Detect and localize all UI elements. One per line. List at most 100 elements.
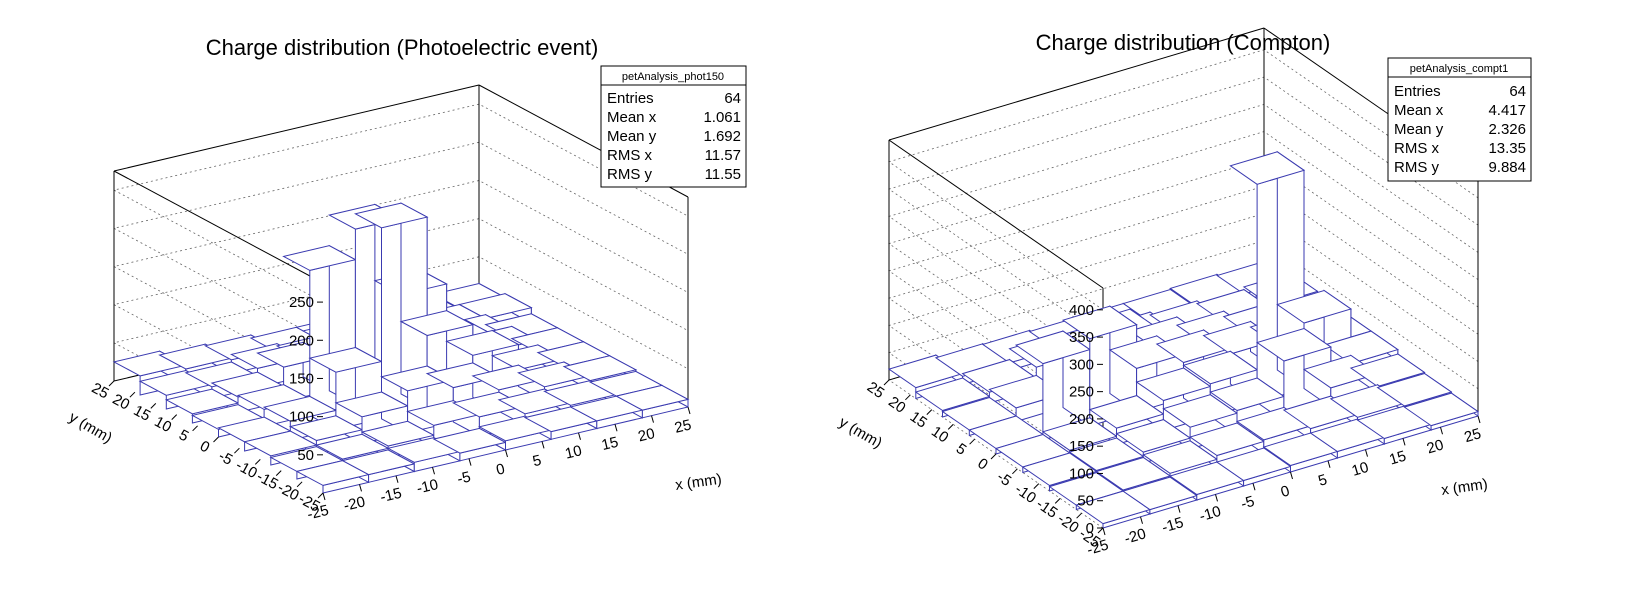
stats-row-value: 64 (1509, 83, 1526, 100)
bar-face (1215, 447, 1292, 482)
x-tick-label: 10 (1350, 459, 1371, 480)
z-tick-label: 250 (289, 294, 314, 311)
y-tick-mark (1033, 483, 1040, 489)
z-gridline (112, 180, 689, 379)
z-tick-label: 350 (1069, 329, 1094, 346)
x-tick-mark (1365, 449, 1368, 457)
stats-row-label: RMS x (607, 147, 653, 164)
stats-row-label: RMS y (607, 166, 653, 183)
x-tick-mark (1402, 438, 1406, 446)
bar (432, 427, 507, 462)
z-gridline (112, 141, 689, 341)
bar (1309, 418, 1386, 459)
bar-face (262, 395, 338, 422)
stats-row-value: 2.326 (1488, 121, 1526, 138)
bar-face (341, 449, 416, 476)
stats-row-label: Mean x (607, 109, 657, 126)
z-gridline (888, 76, 1479, 338)
bar-face (914, 377, 991, 412)
y-tick-mark (1097, 527, 1104, 534)
stats-row-label: Mean y (607, 128, 657, 145)
z-tick-label: 300 (1069, 356, 1094, 373)
x-tick-mark (1440, 427, 1443, 435)
z-tick-label: 50 (1077, 493, 1094, 510)
y-tick-label: 5 (953, 440, 970, 459)
y-tick-label: -15 (1033, 496, 1061, 522)
x-tick-mark (432, 467, 435, 475)
z-tick-label: 400 (1069, 302, 1094, 319)
x-tick-mark (1477, 415, 1481, 424)
x-tick-label: 5 (1316, 471, 1329, 490)
stats-box: petAnalysis_phot150 Entries 64 Mean x 1.061… (600, 65, 747, 188)
bar (1215, 447, 1292, 487)
stats-row-value: 1.692 (703, 128, 741, 145)
stats-row-value: 1.061 (703, 109, 741, 126)
bar-face (1356, 405, 1433, 440)
y-tick-label: 20 (110, 391, 133, 414)
y-tick-label: 20 (885, 393, 908, 416)
stats-row-value: 4.417 (1488, 102, 1526, 119)
z-tick-label: 50 (297, 447, 314, 464)
x-tick-label: -15 (378, 485, 403, 507)
bar-face (1376, 372, 1453, 407)
bar-face (243, 430, 318, 457)
bars (112, 202, 690, 494)
bar-face (282, 245, 357, 271)
bar-face (1041, 417, 1118, 451)
y-tick-mark (883, 379, 890, 386)
y-tick-label: -20 (1054, 510, 1082, 536)
y-tick-label: 15 (131, 402, 154, 425)
y-tick-mark (171, 414, 178, 420)
stats-row-value: 11.57 (705, 147, 741, 164)
compton-lego-plot: Charge distribution (Compton) 0501001502… (836, 27, 1532, 559)
x-tick-mark (1252, 483, 1256, 491)
y-tick-label: 5 (176, 426, 191, 445)
chart-title: Charge distribution (Photoelectric event… (206, 35, 599, 60)
y-tick-mark (1012, 468, 1018, 475)
stats-row-label: Entries (607, 90, 654, 107)
bar-face (334, 391, 409, 418)
y-tick-mark (129, 391, 136, 398)
y-tick-mark (192, 425, 198, 432)
x-tick-label: 15 (600, 434, 620, 454)
z-gridline (112, 103, 689, 303)
bar (341, 449, 416, 483)
bar-face (1302, 354, 1379, 389)
y-tick-mark (905, 394, 911, 401)
bar-face (1135, 367, 1212, 402)
y-tick-mark (1076, 512, 1082, 519)
y-tick-label: 0 (197, 438, 212, 457)
y-tick-label: 0 (974, 455, 991, 474)
z-tick-label: 200 (289, 332, 314, 349)
x-tick-label: -10 (1197, 503, 1223, 525)
x-tick-mark (468, 458, 472, 466)
frame-edge (113, 84, 480, 172)
z-tick-label: 150 (289, 370, 314, 387)
bar-face (1255, 327, 1332, 362)
x-tick-label: -10 (415, 476, 440, 498)
bar-face (1188, 422, 1265, 457)
y-tick-label: 15 (907, 408, 930, 431)
x-axis-title: x (mm) (1440, 476, 1489, 499)
x-axis-ticks: -25 -20 -15 -10 -5 0 5 10 15 20 25 (305, 406, 693, 523)
bar-face (1403, 392, 1480, 427)
bar-face (1182, 350, 1259, 385)
z-tick-label: 0 (1086, 520, 1094, 537)
x-tick-label: -5 (456, 468, 473, 488)
photoelectric-lego-plot: Charge distribution (Photoelectric event… (66, 35, 747, 523)
y-tick-label: 10 (151, 413, 174, 436)
bar (1403, 392, 1480, 431)
stats-box: petAnalysis_compt1 Entries 64 Mean x 4.417 M… (1387, 57, 1532, 182)
grid (112, 103, 689, 456)
bar-face (562, 355, 638, 382)
y-tick-mark (296, 481, 303, 488)
bar-face (308, 346, 383, 373)
z-gridline (112, 256, 689, 456)
bar-face (1142, 440, 1219, 474)
bar (1075, 490, 1152, 529)
z-tick-label: 100 (289, 409, 314, 426)
x-tick-label: 5 (531, 452, 543, 470)
bar-face (1068, 437, 1145, 472)
frame-edge (888, 27, 1265, 141)
x-tick-mark (687, 406, 691, 415)
